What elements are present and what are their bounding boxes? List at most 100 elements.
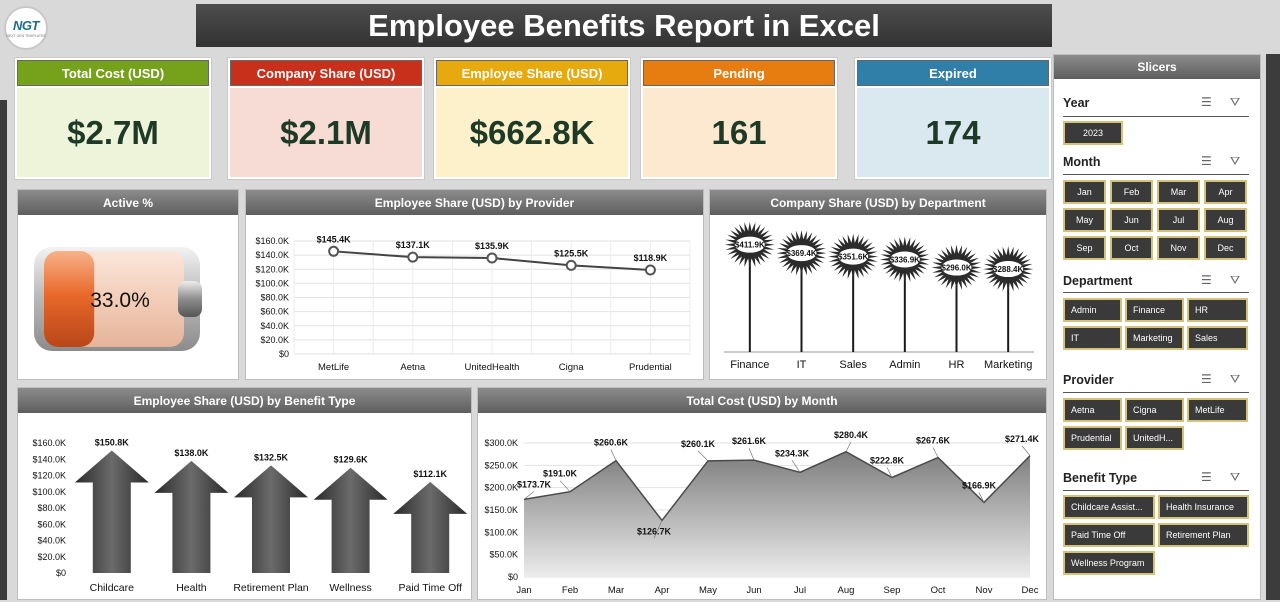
kpi-label: Company Share (USD) bbox=[230, 60, 422, 86]
multi-select-icon[interactable]: ☰ bbox=[1201, 154, 1212, 168]
slicer-month-mar[interactable]: Mar bbox=[1157, 180, 1200, 204]
slicer-benefit-retirement[interactable]: Retirement Plan bbox=[1158, 523, 1249, 547]
slicer-divider bbox=[1063, 392, 1249, 393]
slicer-dept-admin[interactable]: Admin bbox=[1063, 298, 1122, 322]
slicer-month-feb[interactable]: Feb bbox=[1110, 180, 1153, 204]
data-label: $267.6K bbox=[916, 435, 951, 445]
slicer-month-dec[interactable]: Dec bbox=[1204, 236, 1247, 260]
x-tick-label: Jan bbox=[516, 585, 531, 596]
leader-line bbox=[845, 441, 852, 452]
clear-filter-icon[interactable]: ⛛ bbox=[1230, 372, 1241, 386]
clear-filter-icon[interactable]: ⛛ bbox=[1230, 470, 1241, 484]
slicer-provider-cigna[interactable]: Cigna bbox=[1125, 398, 1184, 422]
kpi-label: Employee Share (USD) bbox=[436, 60, 628, 86]
logo-subtext: NEXT GEN TEMPLATES bbox=[6, 34, 46, 38]
x-tick-label: Finance bbox=[730, 359, 769, 371]
slicer-dept-marketing[interactable]: Marketing bbox=[1125, 326, 1184, 350]
multi-select-icon[interactable]: ☰ bbox=[1201, 95, 1212, 109]
slicer-month-apr[interactable]: Apr bbox=[1204, 180, 1247, 204]
slicer-benefit-paid-time-off[interactable]: Paid Time Off bbox=[1063, 523, 1155, 547]
slicer-month-jan[interactable]: Jan bbox=[1063, 180, 1106, 204]
slicer-dept-finance[interactable]: Finance bbox=[1125, 298, 1184, 322]
x-tick-label: MetLife bbox=[318, 362, 349, 373]
x-tick-label: Childcare bbox=[90, 582, 135, 594]
active-percent-value: 33.0% bbox=[90, 289, 150, 312]
data-label: $261.6K bbox=[732, 436, 767, 446]
provider-chart-title: Employee Share (USD) by Provider bbox=[246, 190, 703, 215]
provider-chart-panel: Employee Share (USD) by Provider $0 $20.0… bbox=[245, 189, 704, 380]
slicer-provider-aetna[interactable]: Aetna bbox=[1063, 398, 1122, 422]
slicer-dept-hr[interactable]: HR bbox=[1187, 298, 1248, 322]
slicer-title-month: Month bbox=[1063, 155, 1101, 169]
x-tick-label: Sales bbox=[839, 359, 867, 371]
data-label: $271.4K bbox=[1005, 434, 1040, 444]
slicer-title-department: Department bbox=[1063, 274, 1133, 288]
y-tick-label: $40.0K bbox=[37, 536, 66, 546]
slicer-month-jul[interactable]: Jul bbox=[1157, 208, 1200, 232]
y-tick-label: $100.0K bbox=[484, 527, 518, 537]
data-label: $138.0K bbox=[174, 448, 209, 458]
multi-select-icon[interactable]: ☰ bbox=[1201, 273, 1212, 287]
data-label: $112.1K bbox=[413, 469, 447, 479]
kpi-card-pending: Pending 161 bbox=[641, 58, 837, 179]
active-panel: Active % 33.0% bbox=[17, 189, 239, 380]
slicer-provider-metlife[interactable]: MetLife bbox=[1187, 398, 1248, 422]
y-tick-label: $140.0K bbox=[255, 250, 289, 260]
slicer-benefit-childcare[interactable]: Childcare Assist... bbox=[1063, 495, 1155, 519]
clear-filter-icon[interactable]: ⛛ bbox=[1230, 95, 1241, 109]
slicer-benefit-health[interactable]: Health Insurance bbox=[1158, 495, 1249, 519]
department-chart-title: Company Share (USD) by Department bbox=[710, 190, 1046, 215]
sheet-edge bbox=[1266, 54, 1280, 600]
kpi-label: Pending bbox=[643, 60, 835, 86]
bar-arrow bbox=[313, 467, 388, 573]
y-tick-label: $140.0K bbox=[32, 454, 66, 464]
slicer-provider-unitedhealth[interactable]: UnitedH... bbox=[1125, 426, 1184, 450]
slicer-month-jun[interactable]: Jun bbox=[1110, 208, 1153, 232]
kpi-label: Expired bbox=[857, 60, 1049, 86]
slicer-dept-it[interactable]: IT bbox=[1063, 326, 1122, 350]
kpi-card-company-share: Company Share (USD) $2.1M bbox=[228, 58, 424, 179]
data-label: $118.9K bbox=[634, 253, 668, 263]
multi-select-icon[interactable]: ☰ bbox=[1201, 372, 1212, 386]
kpi-card-employee-share: Employee Share (USD) $662.8K bbox=[434, 58, 630, 179]
data-label: $296.0K bbox=[941, 264, 971, 273]
data-point bbox=[328, 245, 340, 257]
x-tick-label: Wellness bbox=[329, 582, 371, 594]
slicer-month-aug[interactable]: Aug bbox=[1204, 208, 1247, 232]
bar-arrow bbox=[154, 460, 229, 573]
slicer-month-nov[interactable]: Nov bbox=[1157, 236, 1200, 260]
slicer-provider-prudential[interactable]: Prudential bbox=[1063, 426, 1122, 450]
data-label: $137.1K bbox=[396, 240, 431, 250]
page-title: Employee Benefits Report in Excel bbox=[368, 7, 880, 43]
benefit-chart-title: Employee Share (USD) by Benefit Type bbox=[18, 388, 471, 413]
slicer-benefit-wellness[interactable]: Wellness Program bbox=[1063, 551, 1155, 575]
x-tick-label: Aetna bbox=[400, 362, 426, 373]
slicer-month-oct[interactable]: Oct bbox=[1110, 236, 1153, 260]
title-bar: Employee Benefits Report in Excel bbox=[196, 4, 1052, 47]
data-label: $145.4K bbox=[317, 234, 352, 244]
data-label: $126.7K bbox=[637, 526, 672, 536]
data-label: $191.0K bbox=[543, 469, 578, 479]
marker-label-bg bbox=[941, 259, 972, 276]
slicer-year-2023[interactable]: 2023 bbox=[1063, 121, 1123, 145]
x-tick-label: Retirement Plan bbox=[233, 582, 308, 594]
y-tick-label: $20.0K bbox=[260, 335, 289, 345]
leader-line bbox=[610, 449, 617, 461]
multi-select-icon[interactable]: ☰ bbox=[1201, 470, 1212, 484]
data-point bbox=[644, 264, 656, 276]
slicer-month-may[interactable]: May bbox=[1063, 208, 1106, 232]
data-point bbox=[407, 251, 419, 263]
leader-line bbox=[932, 447, 939, 458]
data-label: $260.6K bbox=[594, 438, 629, 448]
slicer-dept-sales[interactable]: Sales bbox=[1187, 326, 1248, 350]
y-tick-label: $0 bbox=[279, 349, 289, 359]
x-tick-label: IT bbox=[797, 359, 807, 371]
clear-filter-icon[interactable]: ⛛ bbox=[1230, 154, 1241, 168]
leader-line bbox=[523, 491, 535, 500]
clear-filter-icon[interactable]: ⛛ bbox=[1230, 273, 1241, 287]
y-tick-label: $80.0K bbox=[37, 503, 66, 513]
leader-line bbox=[559, 480, 571, 492]
kpi-label: Total Cost (USD) bbox=[17, 60, 209, 86]
slicer-divider bbox=[1063, 116, 1249, 117]
slicer-month-sep[interactable]: Sep bbox=[1063, 236, 1106, 260]
